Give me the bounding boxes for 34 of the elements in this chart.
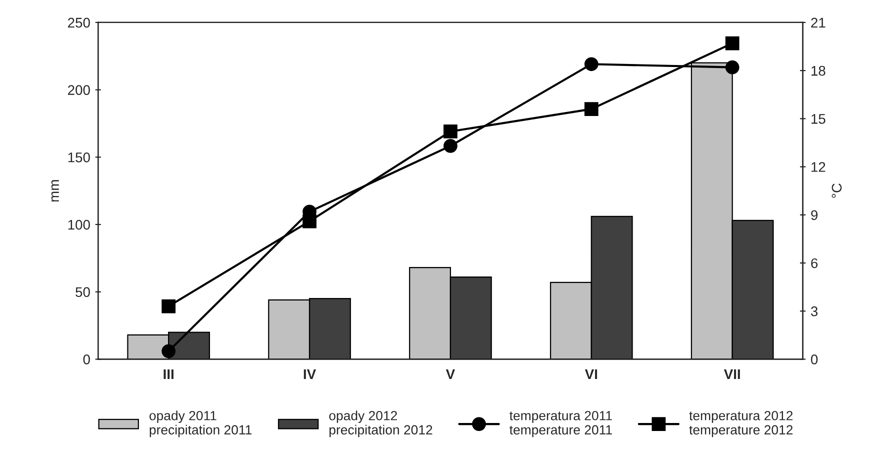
x-tick-label: VI	[584, 369, 598, 379]
point	[584, 57, 598, 72]
x-tick-label: V	[446, 369, 455, 379]
point	[584, 102, 598, 116]
point	[162, 344, 176, 358]
y2-tick-label: 9	[811, 210, 818, 220]
y2-tick-label: 21	[811, 18, 826, 28]
point	[725, 60, 740, 74]
legend-label: temperatura 2012 temperature 2012	[689, 410, 793, 438]
y2-tick-label: 15	[812, 114, 826, 124]
y-axis-title: mm	[51, 180, 59, 202]
point	[444, 124, 458, 138]
y-tick-label: 250	[68, 18, 90, 28]
point	[162, 299, 176, 314]
point	[725, 36, 740, 50]
y-tick-label: 150	[68, 152, 90, 162]
point	[444, 138, 458, 153]
x-tick-label: III	[164, 369, 174, 379]
y2-tick-label: 0	[810, 354, 818, 364]
y2-tick-label: 3	[810, 306, 818, 316]
point	[302, 214, 316, 228]
legend-label: temperatura 2011 temperature 2011	[510, 410, 612, 438]
y-tick-label: 50	[76, 287, 90, 298]
legend-label: opady 2012 precipitation 2012	[329, 410, 432, 438]
x-tick-label: IV	[304, 369, 316, 379]
y2-tick-label: 18	[812, 66, 826, 76]
y2-tick-label: 6	[811, 258, 818, 268]
y-tick-label: 100	[68, 220, 90, 230]
y2-tick-label: 12	[812, 162, 826, 172]
legend-label: opady 2011 precipitation 2011	[150, 410, 252, 438]
x-tick-label: VII	[724, 369, 740, 379]
y-tick-label: 0	[83, 354, 90, 364]
y-tick-label: 200	[68, 85, 90, 95]
y2-axis-title: °C	[832, 184, 842, 198]
